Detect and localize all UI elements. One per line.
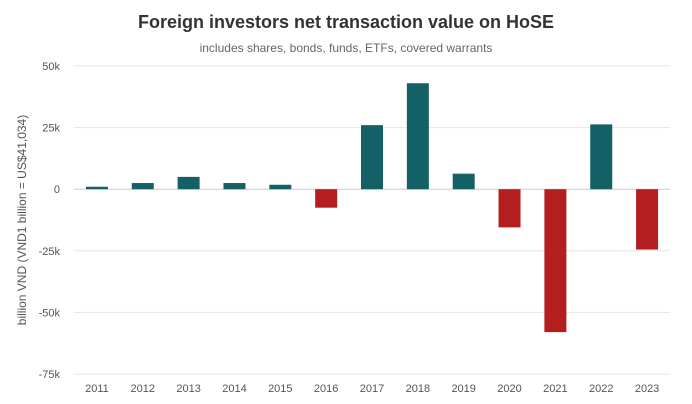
y-tick-label: -25k	[39, 246, 61, 258]
bar-2015[interactable]	[269, 184, 292, 190]
x-tick-label: 2023	[635, 383, 659, 395]
x-tick-label: 2019	[451, 383, 475, 395]
bar-2020[interactable]	[498, 189, 521, 228]
chart-subtitle: includes shares, bonds, funds, ETFs, cov…	[199, 41, 493, 55]
bar-2017[interactable]	[361, 125, 383, 190]
x-tick-label: 2016	[314, 383, 338, 395]
bar-2012[interactable]	[131, 183, 154, 190]
y-tick-label: 50k	[42, 61, 60, 73]
x-tick-label: 2014	[222, 383, 246, 395]
bar-2021[interactable]	[544, 189, 567, 333]
x-axis-ticks: 2011 2012 2013 2014 2015 2016 2017 2018 2019 2020…	[85, 383, 659, 395]
bar-2013[interactable]	[177, 176, 200, 190]
bar-2018[interactable]	[406, 83, 429, 190]
x-tick-label: 2021	[543, 383, 567, 395]
y-axis-ticks: 50k 25k 0 -25k -50k -75k	[39, 61, 61, 381]
y-tick-label: 0	[54, 184, 60, 196]
gridlines	[74, 65, 670, 375]
bar-2023[interactable]	[636, 189, 659, 250]
bar-2014[interactable]	[223, 183, 246, 190]
y-axis-title: billion VND (VND1 billion = US$41,034)	[15, 115, 29, 325]
bar-2022[interactable]	[590, 124, 613, 190]
y-tick-label: 25k	[42, 123, 60, 135]
x-tick-label: 2018	[406, 383, 430, 395]
bar-2016[interactable]	[315, 189, 338, 208]
x-tick-label: 2012	[131, 383, 155, 395]
x-tick-label: 2020	[497, 383, 521, 395]
x-tick-label: 2022	[589, 383, 613, 395]
bar-2011[interactable]	[85, 186, 108, 190]
y-tick-label: -50k	[39, 307, 61, 319]
x-tick-label: 2015	[268, 383, 292, 395]
bars	[85, 83, 659, 333]
x-tick-label: 2013	[176, 383, 200, 395]
y-tick-label: -75k	[39, 369, 61, 381]
x-tick-label: 2017	[360, 383, 384, 395]
x-tick-label: 2011	[85, 383, 109, 395]
chart-title: Foreign investors net transaction value …	[137, 12, 555, 32]
bar-2019[interactable]	[452, 173, 475, 190]
